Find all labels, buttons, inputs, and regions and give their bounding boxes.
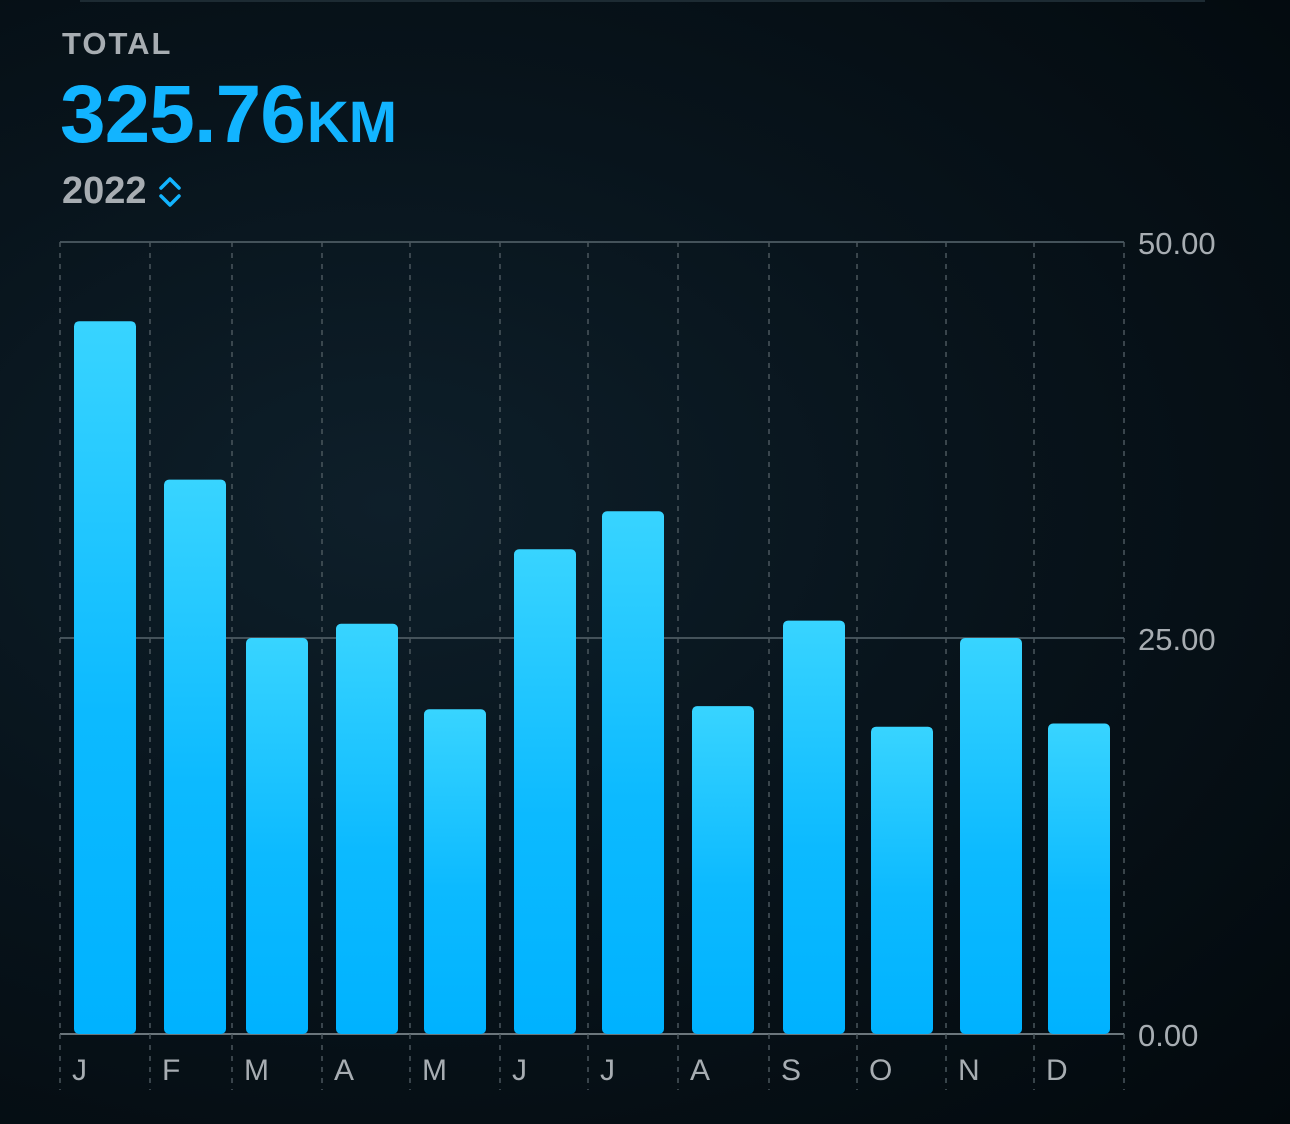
chart-labels: 0.00 25.00 50.00 J F M A M J J A S O N D [72,226,1216,1087]
bar-8 [692,706,754,1034]
x-tick-label: M [244,1054,269,1087]
total-label: TOTAL [62,26,173,61]
x-tick-label: J [512,1054,527,1087]
year-picker-label: 2022 [62,170,147,212]
chart-grid [59,241,1125,1090]
x-tick-label: J [600,1054,615,1087]
bar-9 [783,620,845,1034]
x-tick-label: F [162,1054,180,1087]
x-tick-label: S [781,1054,801,1087]
bar-7 [602,511,664,1034]
top-divider [80,0,1205,2]
x-tick-label: D [1046,1054,1068,1087]
bar-4 [336,623,398,1034]
bar-11 [960,638,1022,1034]
total-distance-unit: KM [306,90,398,155]
bar-5 [424,709,486,1034]
chart-bars [74,321,1110,1035]
x-tick-label: O [869,1054,892,1087]
bar-6 [514,549,576,1034]
x-tick-label: N [958,1054,980,1087]
y-tick-label: 50.00 [1138,226,1216,261]
total-distance-value: 325.76 [60,69,306,160]
x-tick-label: M [422,1054,447,1087]
x-tick-label: A [334,1054,354,1087]
total-distance: 325.76KM [60,68,397,162]
bar-12 [1048,723,1110,1034]
x-tick-label: A [690,1054,710,1087]
year-picker[interactable]: 2022 [62,170,183,213]
y-tick-label: 0.00 [1138,1018,1198,1053]
bar-2 [164,479,226,1035]
x-tick-label: J [72,1054,87,1087]
bar-10 [871,726,933,1034]
chevron-up-down-icon [157,174,183,210]
bar-1 [74,321,136,1034]
bar-3 [246,638,308,1034]
y-tick-label: 25.00 [1138,622,1216,657]
